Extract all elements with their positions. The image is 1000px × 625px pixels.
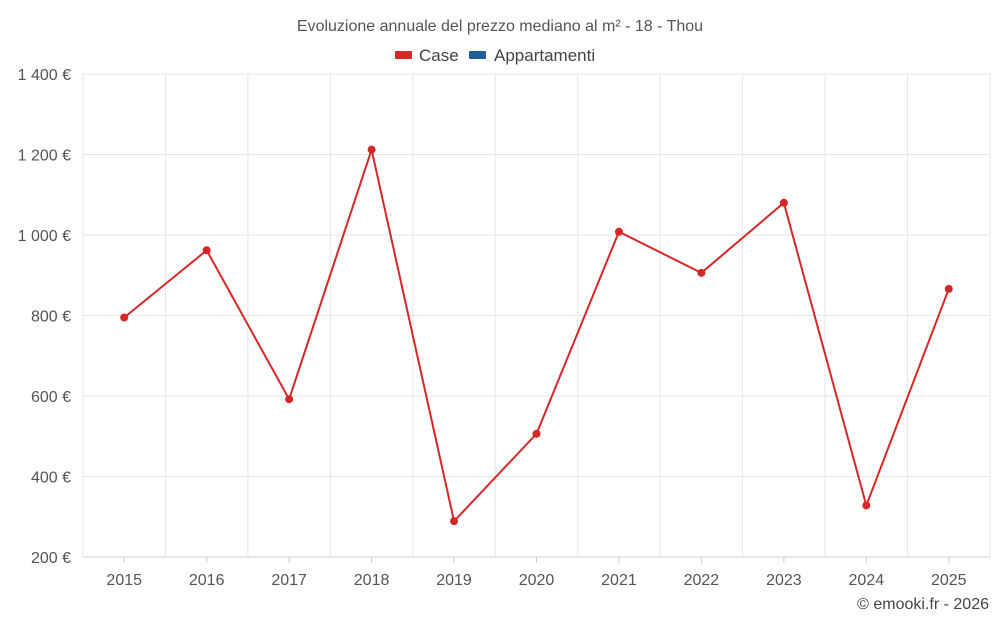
data-point[interactable] xyxy=(779,198,788,207)
y-tick-label: 1 200 € xyxy=(18,148,71,165)
data-point[interactable] xyxy=(367,145,376,154)
legend-item-appartamenti[interactable]: Appartamenti xyxy=(469,46,595,65)
x-tick-label: 2021 xyxy=(601,572,637,589)
copyright: © emooki.fr - 2026 xyxy=(857,596,989,613)
data-point[interactable] xyxy=(285,395,294,404)
x-tick-label: 2017 xyxy=(271,572,307,589)
x-tick-label: 2015 xyxy=(106,572,142,589)
data-point[interactable] xyxy=(532,429,541,438)
data-point[interactable] xyxy=(862,501,871,510)
data-point[interactable] xyxy=(614,227,623,236)
data-point[interactable] xyxy=(202,246,211,255)
x-tick-label: 2022 xyxy=(684,572,720,589)
series-layer xyxy=(120,145,953,526)
y-tick-label: 1 400 € xyxy=(18,67,71,84)
legend-item-case[interactable]: Case xyxy=(395,46,459,65)
y-tick-label: 200 € xyxy=(31,550,71,567)
x-tick-label: 2023 xyxy=(766,572,802,589)
grid xyxy=(82,73,991,557)
legend-swatch-case xyxy=(395,51,412,59)
data-point[interactable] xyxy=(450,517,459,526)
x-tick-label: 2019 xyxy=(436,572,472,589)
y-tick-label: 600 € xyxy=(31,389,71,406)
x-axis: 2015 2016 2017 2018 2019 2020 2021 2022 2023 2024… xyxy=(83,556,990,589)
y-axis: 200 € 400 € 600 € 800 € 1 000 € 1 200 € 1 400 … xyxy=(18,67,71,567)
legend-label-case: Case xyxy=(419,46,459,65)
legend-swatch-appartamenti xyxy=(469,51,486,59)
data-point[interactable] xyxy=(120,313,129,322)
data-point[interactable] xyxy=(944,284,953,293)
legend: Case Appartamenti xyxy=(395,46,595,65)
x-tick-label: 2024 xyxy=(849,572,885,589)
x-tick-label: 2018 xyxy=(354,572,390,589)
x-tick-label: 2025 xyxy=(931,572,967,589)
y-tick-label: 800 € xyxy=(31,309,71,326)
data-point[interactable] xyxy=(697,268,706,277)
y-tick-label: 400 € xyxy=(31,470,71,487)
chart-title: Evoluzione annuale del prezzo mediano al… xyxy=(297,18,703,35)
y-tick-label: 1 000 € xyxy=(18,228,71,245)
legend-label-appartamenti: Appartamenti xyxy=(494,46,595,65)
x-tick-label: 2020 xyxy=(519,572,555,589)
x-tick-label: 2016 xyxy=(189,572,225,589)
